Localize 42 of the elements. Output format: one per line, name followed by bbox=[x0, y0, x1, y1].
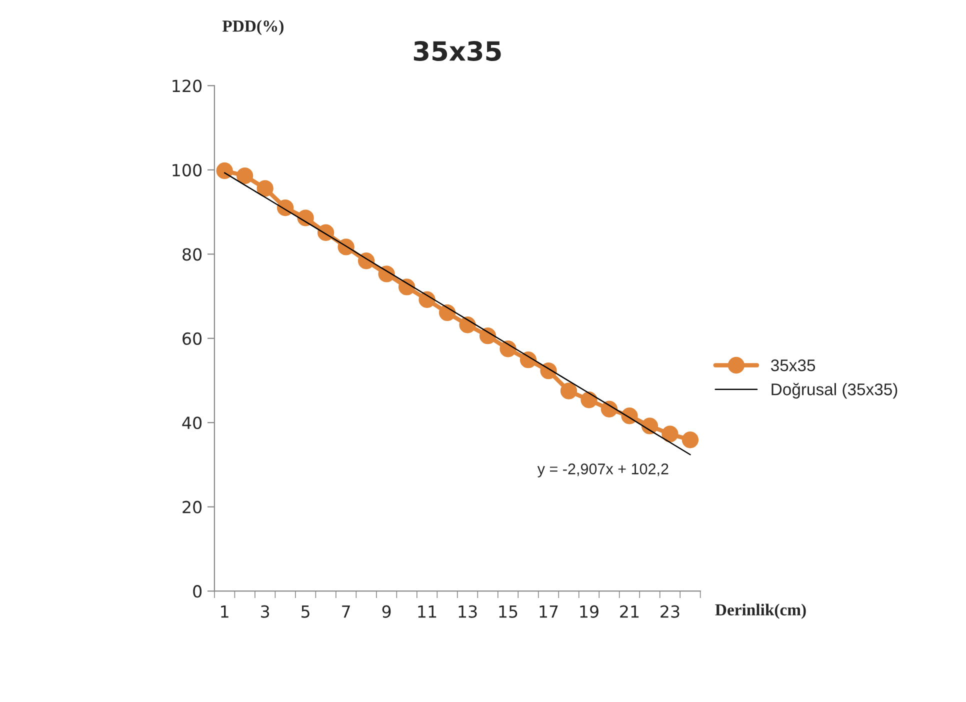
y-tick-label: 120 bbox=[172, 80, 202, 92]
y-tick-label: 0 bbox=[193, 585, 202, 598]
y-tick-label: 20 bbox=[182, 500, 202, 514]
y-tick-label: 100 bbox=[172, 164, 202, 176]
x-tick-label: 23 bbox=[660, 605, 680, 618]
y-axis-title: PDD(%) bbox=[222, 20, 284, 36]
point bbox=[520, 352, 537, 368]
point bbox=[378, 266, 395, 282]
point bbox=[418, 291, 436, 308]
x-axis-title: Derinlik(cm) bbox=[715, 604, 806, 619]
x-tick-label: 19 bbox=[580, 605, 598, 618]
point bbox=[459, 316, 476, 334]
point bbox=[216, 162, 233, 180]
legend-label: 35x35 bbox=[770, 359, 816, 372]
point bbox=[479, 328, 496, 344]
x-tick-label: 3 bbox=[261, 605, 270, 618]
y-tick-label: 60 bbox=[182, 332, 202, 345]
x-tick-label: 5 bbox=[302, 605, 310, 618]
point bbox=[560, 382, 578, 400]
x-tick-label: 15 bbox=[499, 605, 518, 618]
x-tick-label: 9 bbox=[382, 605, 391, 618]
point bbox=[500, 340, 516, 358]
point bbox=[600, 400, 618, 418]
chart-title: 35x35 bbox=[414, 41, 501, 62]
point bbox=[438, 304, 456, 322]
y-tick-label: 80 bbox=[182, 248, 202, 261]
point bbox=[256, 180, 274, 197]
x-tick-label: 1 bbox=[221, 605, 228, 618]
point bbox=[297, 210, 314, 226]
point bbox=[682, 432, 699, 448]
point bbox=[641, 418, 658, 434]
annotation: y = -2,907x + 102,2 bbox=[537, 464, 668, 478]
x-tick-label: 17 bbox=[540, 605, 558, 618]
x-tick-label: 21 bbox=[620, 605, 639, 618]
point bbox=[236, 167, 254, 184]
y-tick-label: 40 bbox=[182, 416, 202, 430]
point bbox=[662, 426, 678, 442]
legend-label: Doğrusal (35x35) bbox=[772, 382, 898, 399]
point bbox=[580, 392, 598, 408]
x-tick-label: 11 bbox=[418, 605, 436, 618]
x-tick-label: 13 bbox=[458, 605, 477, 618]
x-tick-label: 7 bbox=[342, 605, 350, 618]
